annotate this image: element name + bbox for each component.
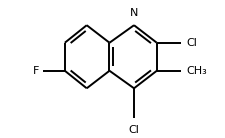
Text: Cl: Cl <box>186 38 197 48</box>
Text: Cl: Cl <box>128 125 139 135</box>
Text: CH₃: CH₃ <box>186 66 206 76</box>
Text: F: F <box>33 66 39 76</box>
Text: N: N <box>129 8 138 18</box>
